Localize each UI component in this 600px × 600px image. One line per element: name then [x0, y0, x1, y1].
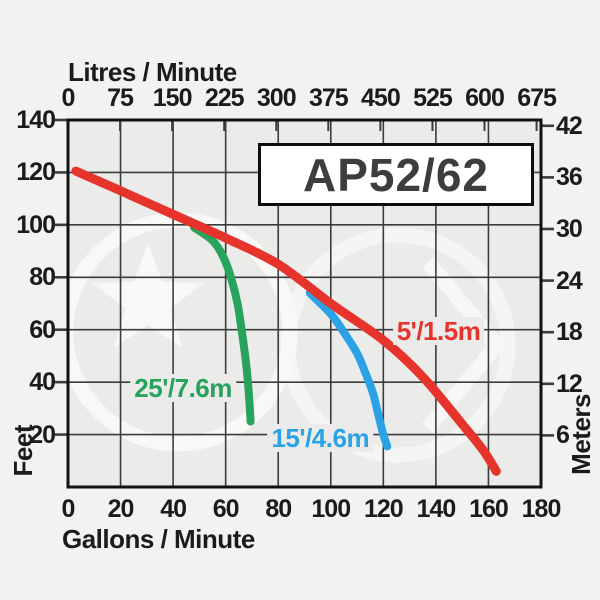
litres-tick-label: 525: [413, 84, 453, 112]
right-axis-title: Meters: [566, 394, 596, 475]
litres-tick-label: 675: [517, 84, 557, 112]
curve-label-head-15ft: 15'/4.6m: [267, 424, 374, 453]
gallons-tick-label: 60: [212, 495, 240, 523]
litres-tick-label: 300: [256, 84, 297, 112]
litres-tick-label: 375: [308, 84, 349, 112]
model-title: AP52/62: [302, 148, 489, 201]
meters-tick-label: 24: [556, 266, 583, 295]
curve-label-head-5ft: 5'/1.5m: [392, 317, 485, 346]
curve-head-15ft: [305, 289, 392, 451]
feet-tick-label: 140: [16, 106, 56, 134]
watermark-ring2-icon: [280, 227, 516, 463]
meters-tick-label: 12: [556, 369, 583, 398]
curve-head-25ft: [190, 223, 255, 426]
gallons-tick-label: 140: [416, 495, 457, 523]
top-axis-title: Litres / Minute: [68, 57, 237, 87]
meters-tick-label: 42: [556, 111, 583, 140]
watermark-star-icon: [92, 243, 204, 348]
litres-tick-label: 150: [152, 84, 193, 112]
feet-tick-label: 120: [16, 158, 56, 187]
meters-tick-label: 18: [556, 318, 583, 347]
gallons-tick-label: 180: [521, 495, 562, 523]
watermark-arrow-icon: [422, 257, 505, 433]
plot-border: [66, 118, 543, 489]
meters-tick-label: 30: [556, 214, 583, 243]
feet-tick-label: 60: [29, 315, 56, 344]
feet-tick-label: 80: [29, 263, 56, 292]
litres-tick-label: 450: [361, 84, 401, 112]
gallons-tick-label: 120: [363, 495, 404, 523]
curve-label-head-25ft: 25'/7.6m: [130, 374, 236, 403]
tick-marks: [55, 118, 554, 437]
litres-tick-label: 0: [61, 84, 76, 112]
gallons-tick-label: 40: [160, 495, 187, 523]
gallons-tick-label: 80: [265, 495, 292, 523]
meters-tick-label: 36: [556, 163, 583, 192]
curve-head-5ft: [71, 166, 501, 476]
gallons-tick-label: 20: [107, 495, 135, 523]
feet-tick-label: 40: [29, 368, 56, 397]
bottom-axis-title: Gallons / Minute: [62, 524, 255, 554]
feet-tick-label: 20: [29, 420, 56, 449]
litres-tick-label: 225: [204, 84, 245, 112]
feet-tick-label: 100: [16, 210, 56, 239]
gallons-tick-label: 100: [311, 495, 351, 523]
litres-tick-label: 600: [465, 84, 505, 112]
model-title-box: AP52/62: [258, 143, 534, 206]
gallons-tick-label: 0: [61, 495, 76, 523]
pump-curves: [71, 166, 501, 476]
litres-tick-label: 75: [107, 84, 134, 112]
meters-tick-label: 6: [556, 421, 570, 450]
gallons-tick-label: 160: [469, 495, 509, 523]
